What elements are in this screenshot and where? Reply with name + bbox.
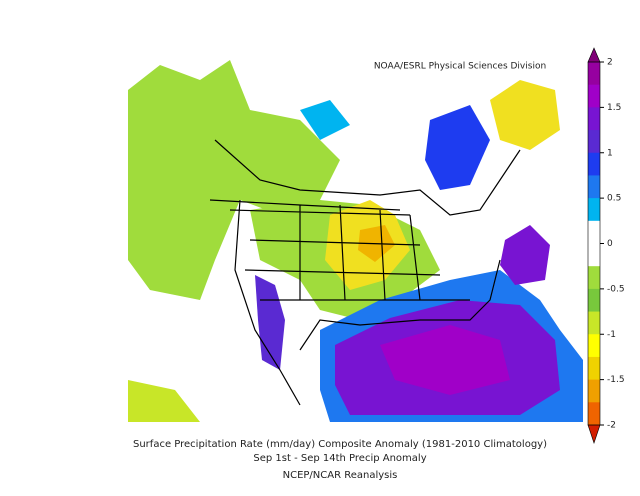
green-region [128,60,340,300]
wet-region [380,325,510,395]
colorbar-band [588,402,600,426]
colorbar-band [588,107,600,131]
wet-region [300,100,350,140]
wet-region [255,275,285,370]
colorbar-over [587,47,601,63]
colorbar-band [588,311,600,335]
wet-region [500,225,550,285]
caption: Surface Precipitation Rate (mm/day) Comp… [133,439,547,450]
green-region [128,380,200,422]
colorbar-under [587,424,601,444]
colorbar-band [588,379,600,403]
colorbar-band [588,266,600,290]
colorbar-tick-label: 1 [607,148,613,158]
caption: NCEP/NCAR Reanalysis [283,470,398,481]
colorbar-tick-label: -2 [607,421,616,431]
coastline [209,139,521,406]
colorbar-band [588,175,600,199]
colorbar-tick-label: -0.5 [607,284,625,294]
colorbar-band [588,198,600,222]
colorbar-band [588,334,600,358]
wet-region [425,105,490,190]
colorbar-band [588,130,600,154]
colorbar-band [588,243,600,267]
colorbar-tick-label: 0.5 [607,194,621,204]
dry-region [490,80,560,150]
colorbar-band [588,356,600,381]
colorbar-tick-label: -1 [607,330,616,340]
colorbar: 2 1.5 1 0.5 0 -0.5 -1 -1.5 -2 [587,47,625,444]
credit: NOAA/ESRL Physical Sciences Division [374,62,546,72]
colorbar-tick-label: 2 [607,58,613,68]
colorbar-tick-label: 0 [607,239,613,249]
map: NOAA/ESRL Physical Sciences Division [128,50,583,422]
colorbar-band [588,288,600,313]
colorbar-band [588,62,600,86]
colorbar-band [588,84,600,108]
colorbar-tick-label: 1.5 [607,103,621,113]
colorbar-tick-label: -1.5 [607,375,625,385]
colorbar-band [588,152,600,176]
colorbar-band [588,220,600,244]
caption: Sep 1st - Sep 14th Precip Anomaly [253,453,426,464]
